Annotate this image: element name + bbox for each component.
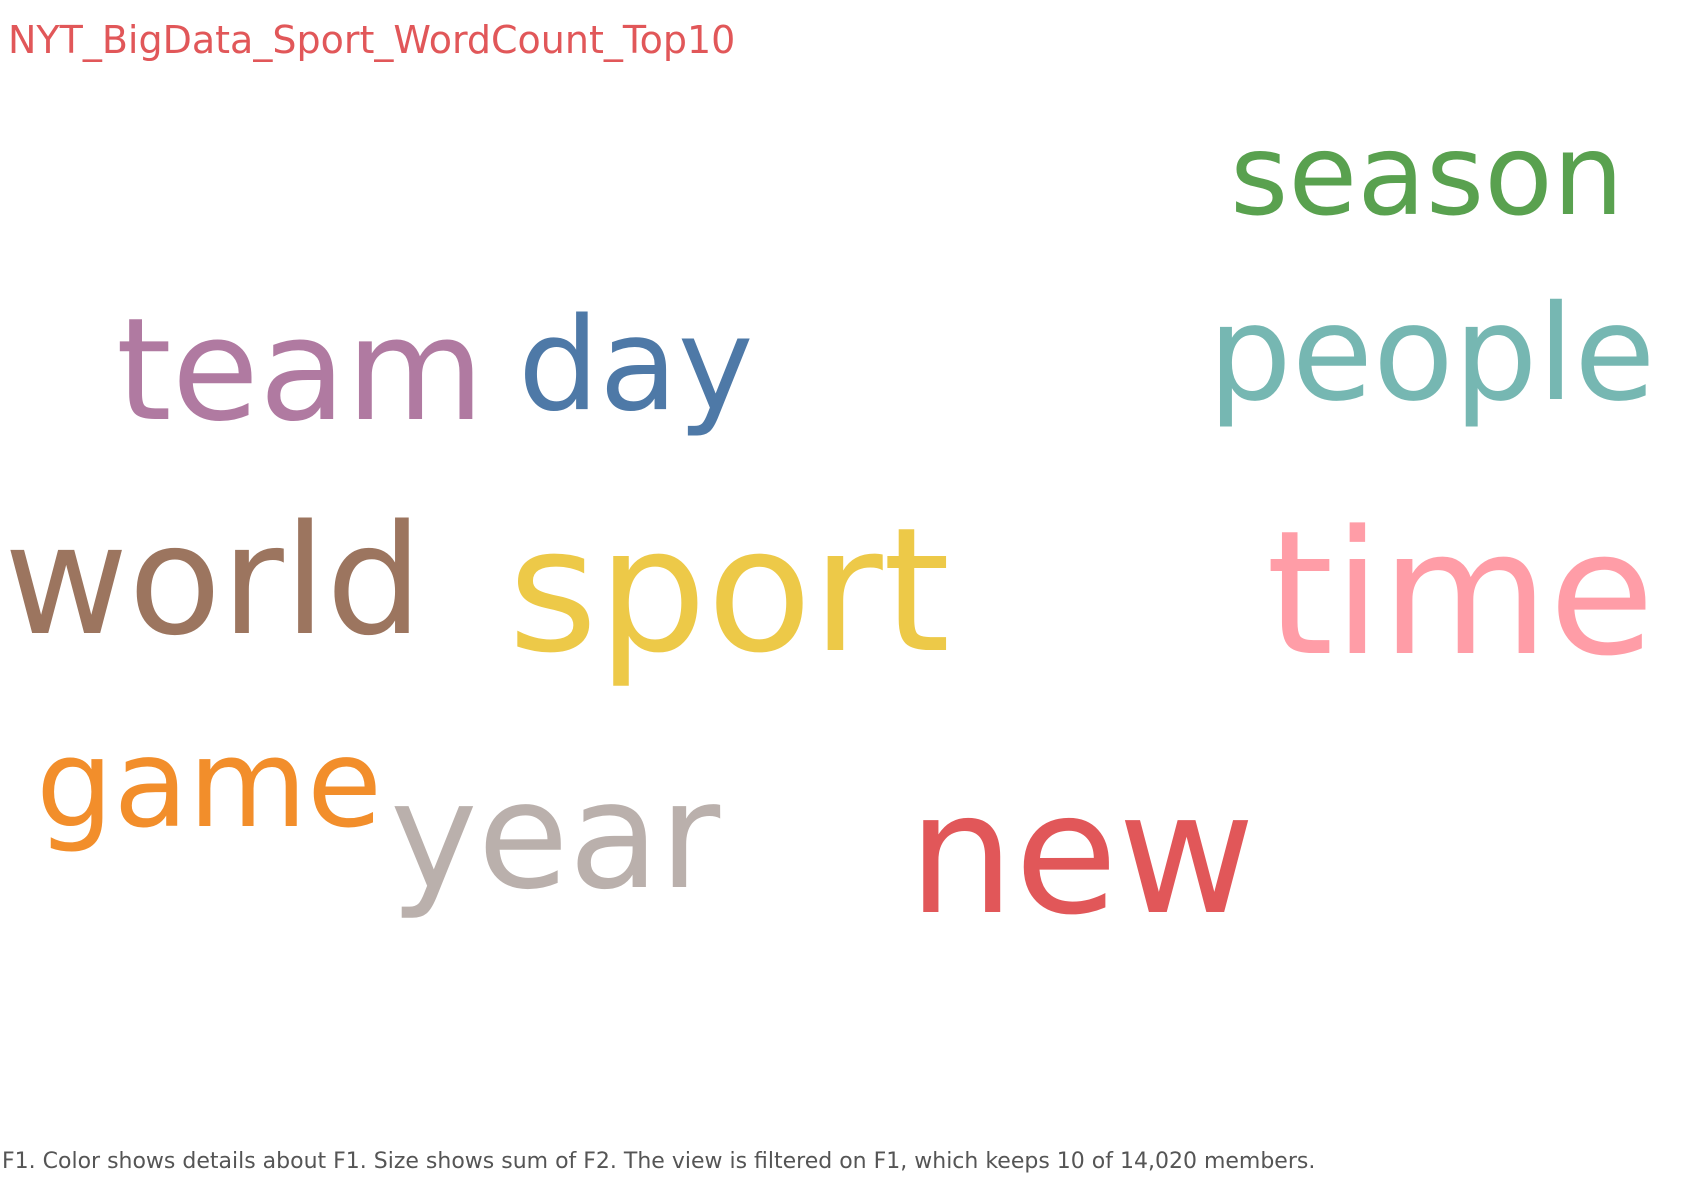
word-year[interactable]: year (390, 750, 721, 922)
word-game[interactable]: game (36, 713, 383, 855)
chart-caption: F1. Color shows details about F1. Size s… (2, 1149, 1316, 1174)
chart-title: NYT_BigData_Sport_WordCount_Top10 (8, 18, 736, 62)
word-world[interactable]: world (4, 492, 423, 669)
word-new[interactable]: new (908, 756, 1256, 952)
word-sport[interactable]: sport (508, 490, 951, 691)
word-time[interactable]: time (1266, 493, 1655, 694)
word-season[interactable]: season (1230, 111, 1624, 241)
word-day[interactable]: day (518, 291, 754, 440)
word-people[interactable]: people (1208, 277, 1656, 431)
word-team[interactable]: team (116, 288, 485, 453)
